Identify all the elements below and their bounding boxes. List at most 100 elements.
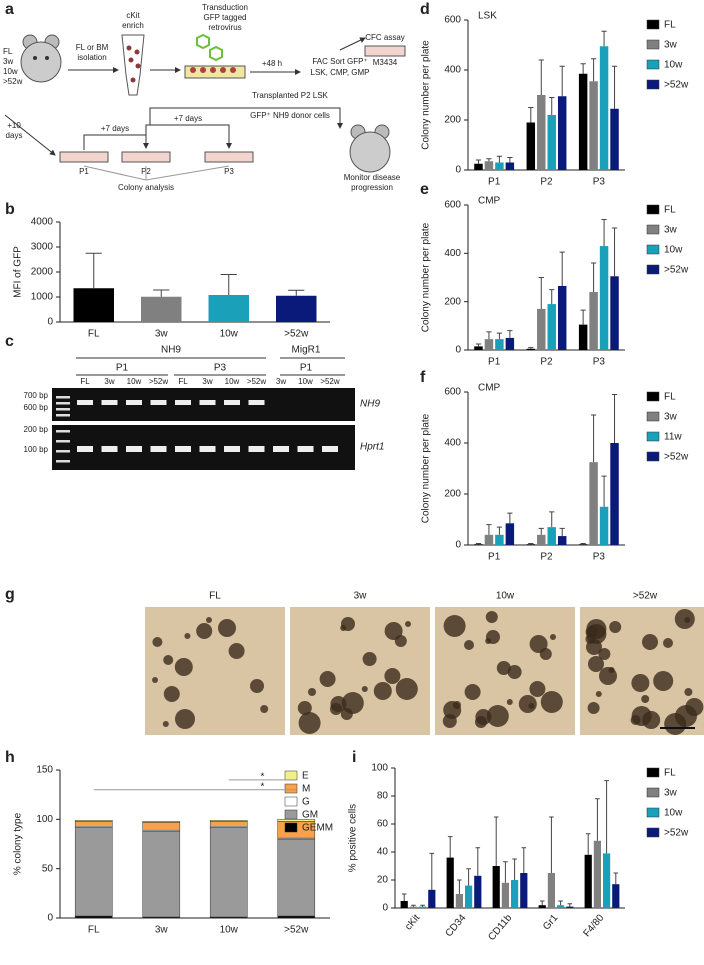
colony <box>588 656 604 672</box>
gel-lane: 3w <box>104 377 114 386</box>
bar-segment <box>277 838 316 917</box>
error-bar <box>567 903 573 907</box>
colony <box>443 701 462 719</box>
bar <box>599 46 609 170</box>
colony <box>341 617 355 631</box>
bar-segment <box>277 915 316 919</box>
schematic-text: +10 <box>7 121 21 130</box>
panel-label: e <box>420 181 429 198</box>
colony <box>394 635 407 647</box>
panel-label: h <box>5 749 15 766</box>
x-tick-label: P1 <box>488 177 501 188</box>
y-axis-label: % positive cells <box>348 804 359 872</box>
x-tick-label: P2 <box>540 177 553 188</box>
bar <box>465 885 473 908</box>
error-bar <box>528 107 534 123</box>
y-tick-label: 1000 <box>31 292 54 303</box>
colony <box>486 630 500 644</box>
y-tick-label: 0 <box>455 345 461 356</box>
colony <box>550 634 556 640</box>
bar-segment <box>277 819 316 822</box>
bar <box>276 295 317 322</box>
ladder-band <box>56 408 70 411</box>
colony <box>443 615 466 637</box>
colony <box>539 648 552 660</box>
schematic-text: GFP⁺ NH9 donor cells <box>250 111 330 120</box>
bar <box>537 308 546 350</box>
colony <box>518 695 537 713</box>
y-tick-label: 600 <box>444 387 461 398</box>
gel-band <box>273 446 289 452</box>
gel-band <box>126 400 142 405</box>
bar <box>578 324 588 350</box>
error-bar <box>559 251 565 286</box>
bar <box>505 337 515 350</box>
legend-swatch <box>646 79 660 90</box>
legend-swatch <box>646 767 660 778</box>
colony <box>196 623 213 639</box>
error-bar <box>558 900 563 906</box>
colony <box>308 688 316 696</box>
error-bar <box>538 527 544 535</box>
x-tick-label: P2 <box>540 357 553 368</box>
schematic-text: Colony analysis <box>118 183 174 192</box>
colony <box>685 698 704 716</box>
gel-group: NH9 <box>161 345 181 356</box>
error-bar <box>493 816 499 866</box>
error-bar <box>429 852 435 890</box>
error-bar <box>486 158 492 162</box>
x-tick-label: P2 <box>540 552 553 563</box>
bar <box>589 462 598 545</box>
bar-segment <box>142 821 181 823</box>
error-bar <box>580 309 586 325</box>
error-bar <box>585 833 591 855</box>
x-tick-label: P3 <box>593 357 606 368</box>
bar <box>599 246 609 350</box>
gel-lane: 3w <box>202 377 212 386</box>
colony <box>228 643 245 659</box>
legend-label: M <box>302 784 310 795</box>
bar <box>484 534 494 545</box>
bar <box>526 348 536 350</box>
error-bar <box>496 526 503 535</box>
colony <box>297 701 312 715</box>
error-bar <box>521 847 527 873</box>
gel-band <box>199 400 216 405</box>
legend-swatch <box>646 451 660 462</box>
error-bar <box>528 347 534 349</box>
error-bar <box>447 836 453 858</box>
gel-lane: FL <box>80 377 90 386</box>
bar <box>526 544 536 545</box>
schematic-text: CFC assay <box>365 33 405 42</box>
error-bar <box>559 65 565 97</box>
legend-swatch <box>646 59 660 70</box>
schematic-text: Transplanted P2 LSK <box>252 91 328 100</box>
colony <box>674 609 695 629</box>
gel-band <box>224 400 240 405</box>
colony <box>319 671 336 687</box>
y-axis-label: Colony number per plate <box>421 413 432 523</box>
gel-group: MigR1 <box>292 345 321 356</box>
error-bar <box>611 394 618 443</box>
colony <box>528 703 535 709</box>
bar <box>603 853 611 908</box>
schematic-text: +7 days <box>174 114 202 123</box>
bar <box>455 894 463 908</box>
bar <box>547 304 556 350</box>
colony <box>298 712 321 734</box>
x-tick-label: 3w <box>155 925 169 936</box>
colony <box>475 709 492 725</box>
schematic-text: days <box>6 131 23 140</box>
y-tick-label: 40 <box>377 847 389 858</box>
error-bar <box>475 159 482 164</box>
legend-swatch <box>646 431 660 442</box>
legend-swatch <box>284 809 298 820</box>
colony <box>384 668 401 684</box>
y-tick-label: 0 <box>455 165 461 176</box>
bar-segment <box>74 915 113 919</box>
schematic-text: 3w <box>3 57 13 66</box>
x-tick-label: 3w <box>155 329 169 340</box>
bar <box>501 882 509 908</box>
error-bar <box>475 847 481 876</box>
colony <box>507 665 522 679</box>
